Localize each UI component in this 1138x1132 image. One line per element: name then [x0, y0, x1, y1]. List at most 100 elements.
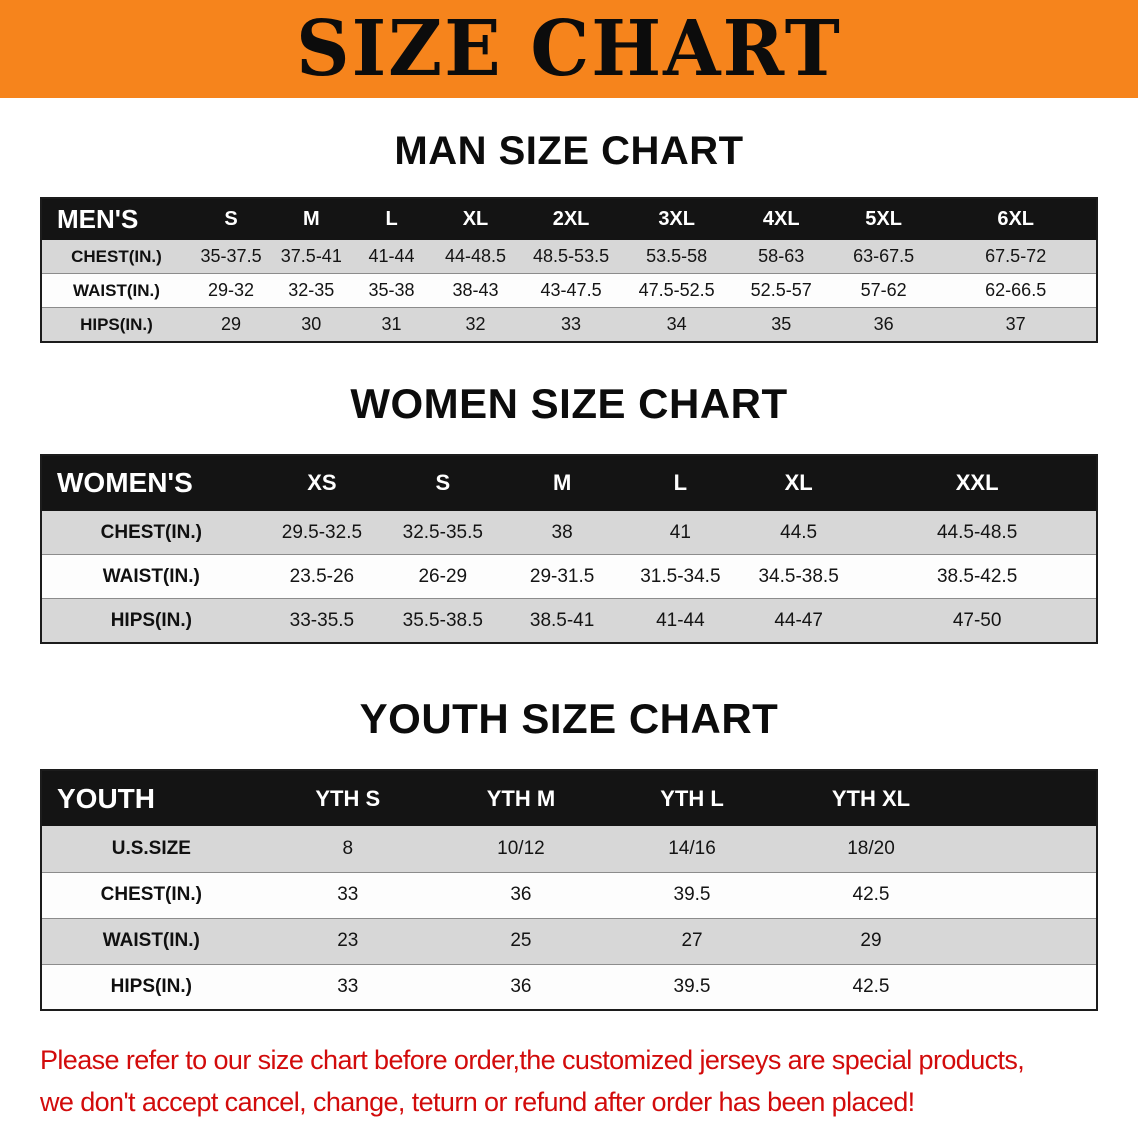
size-column-header: S [383, 454, 503, 511]
table-cell [965, 872, 1097, 918]
banner: SIZE CHART [0, 0, 1138, 98]
table-cell: 25 [510, 930, 532, 952]
womens-size-chart-section: WOMEN SIZE CHART WOMEN'S XS S M L XL XXL CHEST(… [0, 379, 1138, 644]
page-title: SIZE CHART [296, 4, 842, 94]
disclaimer-line: we don't accept cancel, change, teturn o… [40, 1087, 915, 1118]
youth-section-heading: YOUTH SIZE CHART [359, 694, 779, 742]
size-column-header: L [351, 197, 432, 240]
size-column-header: M [502, 454, 622, 511]
table-cell: 39.5 [673, 884, 711, 906]
womens-size-table: WOMEN'S XS S M L XL XXL CHEST(IN.) 29.5-32.5 32.5… [40, 453, 1098, 644]
measurement-label-cell: U.S.SIZE [111, 837, 191, 859]
table-cell: 8 [342, 837, 354, 859]
table-cell: 31.5-34.5 [640, 565, 721, 587]
table-cell [965, 826, 1097, 872]
table-cell: 67.5-72 [985, 246, 1047, 267]
size-column-header [964, 770, 1097, 827]
size-column-header: XL [738, 454, 859, 511]
table-cell: 36 [510, 975, 532, 997]
table-cell: 41-44 [368, 246, 415, 267]
table-row: HIPS(IN.) 33-35.5 35.5-38.5 38.5-41 41-44 44-… [41, 598, 1097, 643]
table-cell: 29-32 [208, 280, 255, 301]
table-cell: 35 [771, 314, 792, 335]
size-column-header: XL [431, 197, 520, 240]
mens-size-chart-section: MAN SIZE CHART MEN'S S M L XL 2XL 3XL 4XL 5XL 6XL… [0, 128, 1138, 343]
table-cell: 57-62 [860, 280, 907, 301]
table-cell: 14/16 [668, 837, 716, 859]
size-column-header: 2XL [519, 197, 623, 240]
table-cell: 44-48.5 [444, 246, 507, 267]
table-cell: 42.5 [852, 975, 890, 997]
measurement-label-cell: WAIST(IN.) [102, 565, 200, 587]
table-row: WAIST(IN.) 23.5-26 26-29 29-31.5 31.5-34.5 34… [41, 554, 1097, 599]
measurement-label-cell: HIPS(IN.) [110, 609, 192, 631]
table-row: HIPS(IN.) 33 36 39.5 42.5 [41, 964, 1097, 1011]
table-cell: 30 [301, 314, 322, 335]
table-cell: 23.5-26 [289, 565, 355, 587]
table-cell: 63-67.5 [853, 246, 915, 267]
table-title-cell: YOUTH [41, 770, 261, 827]
table-cell: 34.5-38.5 [758, 565, 839, 587]
table-cell: 52.5-57 [750, 280, 812, 301]
table-cell: 26-29 [418, 565, 468, 587]
table-row: CHEST(IN.) 35-37.5 37.5-41 41-44 44-48.5 48.5… [41, 239, 1097, 274]
table-row: WAIST(IN.) 29-32 32-35 35-38 38-43 43-47.5 47.… [41, 273, 1097, 308]
size-column-header: S [190, 197, 272, 240]
size-column-header: 3XL [622, 197, 731, 240]
table-cell: 44.5-48.5 [936, 521, 1018, 543]
size-column-header: YTH L [607, 770, 778, 827]
table-cell: 44-47 [774, 609, 823, 631]
size-column-header: YTH XL [777, 770, 965, 827]
table-cell: 41 [669, 521, 691, 543]
header-row: WOMEN'S XS S M L XL XXL [41, 454, 1097, 511]
table-cell: 58-63 [758, 246, 805, 267]
table-cell: 29 [860, 930, 882, 952]
size-column-header: 5XL [831, 197, 936, 240]
measurement-label-cell: HIPS(IN.) [80, 314, 153, 334]
table-cell: 37.5-41 [280, 246, 342, 267]
size-column-header: M [271, 197, 352, 240]
size-column-header: YTH S [260, 770, 435, 827]
measurement-label-cell: HIPS(IN.) [110, 975, 192, 997]
table-cell: 35-37.5 [200, 246, 262, 267]
measurement-label-cell: CHEST(IN.) [100, 521, 202, 543]
table-row: CHEST(IN.) 29.5-32.5 32.5-35.5 38 41 44.5 44.5… [41, 510, 1097, 555]
table-row: HIPS(IN.) 29 30 31 32 33 34 35 36 37 [41, 307, 1097, 342]
table-cell: 32.5-35.5 [402, 521, 483, 543]
table-cell: 62-66.5 [985, 280, 1047, 301]
table-cell: 29.5-32.5 [281, 521, 363, 543]
size-column-header: 6XL [935, 197, 1097, 240]
table-cell: 38.5-41 [529, 609, 595, 631]
table-cell: 44.5 [780, 521, 818, 543]
table-cell: 36 [873, 314, 894, 335]
table-cell: 31 [381, 314, 402, 335]
size-column-header: L [621, 454, 739, 511]
table-cell: 47.5-52.5 [638, 280, 715, 301]
table-row: WAIST(IN.) 23 25 27 29 [41, 918, 1097, 965]
table-cell: 32 [465, 314, 486, 335]
table-row: U.S.SIZE 8 10/12 14/16 18/20 [41, 826, 1097, 873]
disclaimer-line: Please refer to our size chart before or… [40, 1045, 1025, 1076]
size-column-header: 4XL [730, 197, 832, 240]
table-cell: 27 [681, 930, 703, 952]
measurement-label-cell: CHEST(IN.) [100, 884, 202, 906]
youth-size-chart-section: YOUTH SIZE CHART YOUTH YTH S YTH M YTH L YTH… [0, 694, 1138, 1012]
table-cell: 33 [337, 884, 359, 906]
table-cell: 41-44 [656, 609, 705, 631]
table-cell: 47-50 [952, 609, 1002, 631]
header-row: MEN'S S M L XL 2XL 3XL 4XL 5XL 6XL [41, 197, 1097, 240]
table-cell: 53.5-58 [646, 246, 708, 267]
measurement-label-cell: WAIST(IN.) [102, 930, 200, 952]
table-row: CHEST(IN.) 33 36 39.5 42.5 [41, 872, 1097, 919]
table-cell: 33 [561, 314, 582, 335]
youth-size-table: YOUTH YTH S YTH M YTH L YTH XL U.S.SIZE 8 10/12… [40, 769, 1098, 1012]
table-cell: 42.5 [852, 884, 890, 906]
mens-section-heading: MAN SIZE CHART [394, 129, 744, 173]
table-cell: 38.5-42.5 [936, 565, 1018, 587]
table-cell: 36 [510, 884, 532, 906]
measurement-label-cell: CHEST(IN.) [71, 246, 162, 266]
table-cell: 48.5-53.5 [533, 246, 610, 267]
table-cell: 37 [1005, 314, 1026, 335]
size-column-header: YTH M [434, 770, 607, 827]
